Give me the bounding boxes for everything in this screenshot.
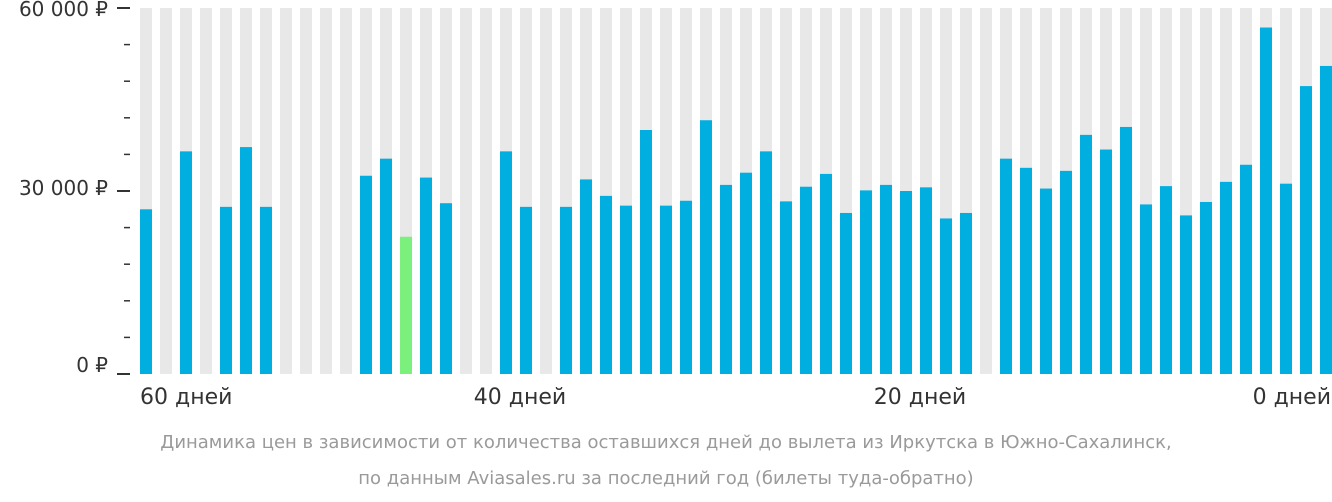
y-tick-label-0: 0 ₽ [76, 353, 108, 377]
x-tick-label-40: 40 дней [474, 385, 566, 410]
bar[interactable] [1180, 215, 1192, 374]
bar[interactable] [1000, 158, 1012, 374]
bar[interactable] [420, 177, 432, 374]
y-tick-label-30000: 30 000 ₽ [19, 176, 108, 200]
bar[interactable] [820, 173, 832, 374]
bar[interactable] [780, 201, 792, 374]
bar[interactable] [1200, 201, 1212, 374]
x-tick-label-60: 60 дней [140, 385, 232, 410]
bar[interactable] [1020, 167, 1032, 374]
bar[interactable] [1100, 149, 1112, 374]
bar[interactable] [900, 191, 912, 374]
bar[interactable] [360, 175, 372, 374]
bar[interactable] [1120, 126, 1132, 374]
bar[interactable] [620, 205, 632, 374]
bar[interactable] [560, 206, 572, 374]
stripe [320, 8, 332, 374]
stripe [980, 8, 992, 374]
stripe [280, 8, 292, 374]
bar[interactable] [1220, 181, 1232, 374]
bar[interactable] [1080, 134, 1092, 374]
bar[interactable] [220, 206, 232, 374]
x-tick-label-20: 20 дней [874, 385, 966, 410]
stripe [300, 8, 312, 374]
bar[interactable] [180, 151, 192, 374]
bar[interactable] [920, 187, 932, 374]
bar[interactable] [580, 179, 592, 374]
bar[interactable] [680, 200, 692, 374]
bar[interactable] [440, 203, 452, 374]
bar[interactable] [960, 212, 972, 374]
bar[interactable] [1280, 183, 1292, 374]
bar[interactable] [720, 184, 732, 374]
bar[interactable] [1060, 170, 1072, 374]
bar[interactable] [260, 206, 272, 374]
bar[interactable] [880, 184, 892, 374]
bar[interactable] [1320, 65, 1332, 374]
chart-caption-line-2: по данным Aviasales.ru за последний год … [358, 468, 974, 489]
bar[interactable] [600, 195, 612, 374]
bar[interactable] [1240, 164, 1252, 374]
price-chart: 60 000 ₽ 30 000 ₽ 0 ₽ 60 дней 40 дней 20… [19, 0, 1332, 410]
bar[interactable] [240, 147, 252, 374]
bar[interactable] [940, 218, 952, 374]
bar[interactable] [700, 120, 712, 375]
chart-caption-line-1: Динамика цен в зависимости от количества… [160, 432, 1172, 453]
bar[interactable] [380, 158, 392, 374]
bar[interactable] [520, 206, 532, 374]
stripe [200, 8, 212, 374]
bar[interactable] [1260, 27, 1272, 375]
bar[interactable] [1140, 204, 1152, 374]
bar[interactable] [1040, 188, 1052, 374]
bars-group [140, 27, 1332, 375]
bar[interactable] [740, 172, 752, 374]
bar[interactable] [760, 151, 772, 374]
x-tick-label-0: 0 дней [1253, 385, 1331, 410]
bar[interactable] [640, 130, 652, 374]
bar[interactable] [1160, 186, 1172, 374]
bar[interactable] [800, 186, 812, 374]
bar[interactable] [1300, 86, 1312, 374]
x-axis: 60 дней 40 дней 20 дней 0 дней [140, 385, 1331, 410]
stripe [160, 8, 172, 374]
y-axis: 60 000 ₽ 30 000 ₽ 0 ₽ [19, 0, 130, 377]
bar[interactable] [660, 205, 672, 374]
stripe [480, 8, 492, 374]
stripe [340, 8, 352, 374]
bar[interactable] [840, 212, 852, 374]
bar[interactable] [500, 151, 512, 374]
stripe [540, 8, 552, 374]
stripe [460, 8, 472, 374]
bar[interactable] [860, 190, 872, 374]
background-stripes [140, 8, 1332, 374]
bar[interactable] [140, 209, 152, 374]
bar-cheapest[interactable] [400, 236, 412, 374]
y-tick-label-60000: 60 000 ₽ [19, 0, 108, 21]
